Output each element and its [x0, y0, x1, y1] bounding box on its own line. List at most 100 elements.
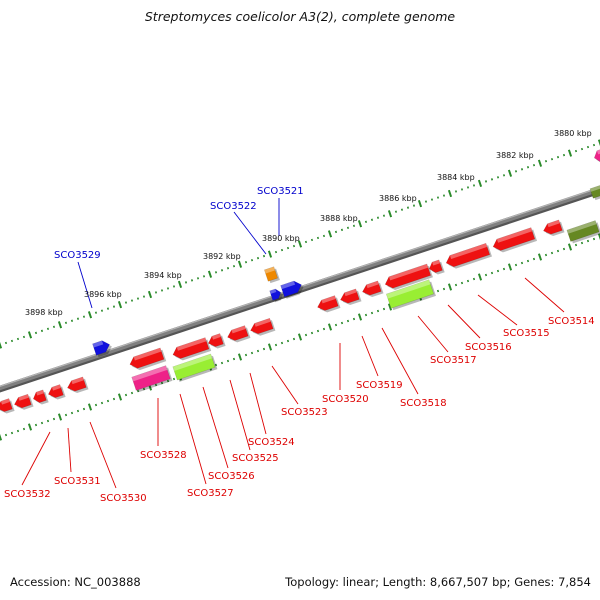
genome-backbone [0, 186, 600, 391]
gene-label-sco3527[interactable]: SCO3527 [187, 488, 234, 499]
gene-label-sco3529[interactable]: SCO3529 [54, 250, 101, 261]
reverse-gene-arrow-2[interactable] [566, 220, 600, 244]
reverse-gene-arrow-6[interactable] [428, 259, 445, 276]
reverse-gene-arrow-22[interactable] [13, 393, 34, 412]
gene-label-sco3523[interactable]: SCO3523 [281, 407, 328, 418]
reverse-gene-arrow-9[interactable] [339, 288, 362, 307]
gene-label-sco3522[interactable]: SCO3522 [210, 201, 257, 212]
gene-label-sco3518[interactable]: SCO3518 [400, 398, 447, 409]
leader-line-sco3524 [249, 372, 267, 435]
forward-scale-minor-tick [76, 317, 80, 320]
forward-scale-major-tick [0, 341, 3, 349]
reverse-scale-minor-tick [64, 413, 68, 417]
reverse-gene-arrow-4-gloss [496, 227, 533, 243]
reverse-scale-minor-tick [214, 363, 218, 367]
forward-scale-minor-tick [322, 234, 326, 238]
gene-label-sco3524[interactable]: SCO3524 [248, 437, 295, 448]
gene-label-sco3528[interactable]: SCO3528 [140, 450, 187, 461]
forward-scale-minor-tick [592, 143, 596, 147]
reverse-gene-arrow-18[interactable] [131, 365, 173, 393]
forward-gene-arrow-sco3521[interactable] [264, 266, 280, 284]
gene-label-sco3517[interactable]: SCO3517 [430, 355, 477, 366]
reverse-gene-arrow-11[interactable] [385, 279, 436, 311]
reverse-scale-minor-tick [592, 237, 596, 241]
reverse-scale-major-tick [57, 413, 63, 421]
reverse-gene-arrow-12[interactable] [249, 317, 276, 338]
gene-label-sco3531[interactable]: SCO3531 [54, 476, 101, 487]
gene-label-sco3516[interactable]: SCO3516 [465, 342, 512, 353]
gene-label-sco3532[interactable]: SCO3532 [4, 489, 51, 500]
reverse-gene-arrow-17-body [172, 353, 216, 381]
genes-layer[interactable] [0, 148, 600, 416]
reverse-gene-arrow-8[interactable] [361, 280, 384, 299]
reverse-gene-arrow-17-gloss [172, 353, 213, 371]
reverse-gene-arrow-1[interactable] [589, 181, 600, 201]
reverse-scale-major-tick [537, 253, 543, 261]
reverse-gene-arrow-14[interactable] [207, 333, 226, 351]
forward-scale-minor-tick [376, 216, 380, 219]
forward-gene-arrow-sco3522[interactable] [269, 287, 285, 303]
reverse-gene-arrow-21[interactable] [32, 389, 49, 406]
reverse-gene-arrow-20[interactable] [47, 384, 66, 402]
gene-label-sco3515[interactable]: SCO3515 [503, 328, 550, 339]
reverse-gene-arrow-6-gloss [432, 259, 441, 266]
reverse-scale-minor-tick [76, 409, 80, 413]
forward-scale-minor-tick [304, 240, 308, 244]
gene-label-sco3526[interactable]: SCO3526 [208, 471, 255, 482]
reverse-scale-minor-tick [520, 261, 524, 265]
reverse-gene-arrow-21-body [32, 389, 47, 403]
reverse-scale-minor-tick [436, 289, 440, 293]
scale-label-3880-kbp: 3880 kbp [554, 129, 592, 138]
forward-gene-arrow-edge[interactable] [592, 148, 600, 166]
reverse-scale-minor-tick [286, 339, 290, 343]
forward-scale-minor-tick [550, 157, 554, 161]
reverse-scale-minor-tick [382, 307, 386, 311]
forward-scale-major-tick [117, 300, 123, 309]
reverse-gene-arrow-15[interactable] [171, 337, 212, 363]
reverse-gene-arrow-16[interactable] [128, 347, 167, 372]
scale-label-3890-kbp: 3890 kbp [262, 234, 300, 243]
forward-gene-arrow-sco3529[interactable] [92, 338, 114, 358]
gene-label-sco3530[interactable]: SCO3530 [100, 493, 147, 504]
forward-scale-minor-tick [442, 194, 446, 197]
reverse-gene-arrow-7[interactable] [383, 263, 433, 292]
reverse-gene-arrow-19-gloss [71, 376, 84, 385]
forward-gene-arrow-sco3521-gloss [264, 266, 276, 274]
reverse-gene-arrow-3[interactable] [542, 219, 565, 238]
forward-scale-minor-tick [10, 339, 14, 343]
reverse-scale-minor-tick [124, 393, 128, 397]
reverse-gene-arrow-19[interactable] [66, 376, 89, 395]
gene-label-sco3519[interactable]: SCO3519 [356, 380, 403, 391]
reverse-gene-arrow-22-gloss [18, 394, 29, 401]
scale-label-3898-kbp: 3898 kbp [25, 308, 63, 317]
gene-label-sco3525[interactable]: SCO3525 [232, 453, 279, 464]
forward-scale-minor-tick [454, 190, 458, 193]
forward-scale-minor-tick [484, 180, 488, 183]
reverse-scale-minor-tick [160, 381, 164, 385]
reverse-gene-arrow-13[interactable] [226, 325, 251, 345]
reverse-gene-arrow-4-body [492, 227, 536, 251]
reverse-gene-arrow-6-body [428, 259, 443, 273]
reverse-gene-arrow-5[interactable] [444, 242, 492, 271]
reverse-scale-minor-tick [310, 331, 314, 335]
gene-label-sco3520[interactable]: SCO3520 [322, 394, 369, 405]
reverse-scale-minor-tick [130, 391, 134, 395]
forward-scale-minor-tick [472, 184, 476, 187]
reverse-scale-minor-tick [106, 399, 110, 403]
reverse-gene-arrow-10[interactable] [316, 295, 341, 315]
reverse-gene-arrow-17[interactable] [172, 353, 218, 383]
reverse-gene-arrow-4[interactable] [491, 227, 538, 255]
gene-label-sco3521[interactable]: SCO3521 [257, 186, 304, 197]
reverse-scale-minor-tick [172, 377, 176, 381]
reverse-scale-minor-tick [454, 283, 458, 287]
reverse-scale-minor-tick [22, 427, 26, 431]
forward-scale-minor-tick [370, 218, 374, 221]
reverse-gene-arrow-23[interactable] [0, 398, 15, 416]
forward-scale-minor-tick [382, 214, 386, 217]
gene-label-sco3514[interactable]: SCO3514 [548, 316, 595, 327]
forward-gene-arrow-sco3522b[interactable] [280, 279, 306, 300]
reverse-gene-arrow-13-gloss [231, 325, 246, 334]
reverse-scale-minor-tick [142, 387, 146, 391]
